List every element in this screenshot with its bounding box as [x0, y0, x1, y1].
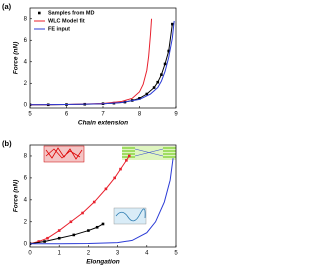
- data-point: [57, 229, 61, 232]
- data-point: [156, 80, 160, 84]
- y-tick-label: 4: [24, 197, 28, 203]
- y-axis-label: Force (nN): [13, 180, 20, 213]
- plot-area: [30, 18, 175, 107]
- data-point: [127, 154, 131, 158]
- data-point: [92, 200, 96, 204]
- legend-label: Samples from MD: [48, 10, 94, 16]
- y-tick-label: 6: [24, 38, 28, 44]
- data-point: [101, 222, 105, 226]
- data-point: [104, 187, 108, 191]
- data-point: [46, 236, 49, 240]
- data-point: [81, 211, 84, 215]
- y-tick-label: 0: [24, 102, 28, 108]
- data-point: [57, 236, 61, 240]
- x-tick-label: 8: [138, 112, 142, 118]
- data-point: [37, 240, 41, 243]
- y-tick-label: 8: [24, 16, 28, 22]
- x-tick-label: 7: [101, 112, 105, 118]
- series-line: [30, 158, 174, 245]
- data-point: [95, 225, 99, 229]
- y-axis-label: Force (nN): [13, 42, 20, 75]
- x-tick-label: 3: [116, 251, 120, 257]
- x-tick-label: 6: [65, 112, 69, 118]
- y-tick-label: 8: [24, 154, 28, 160]
- legend-label: FE input: [48, 26, 70, 32]
- plot-frame: [29, 144, 177, 248]
- legend-marker: [38, 11, 41, 15]
- page: {"chart_data": [ {"type": "line", "label…: [2, 1, 179, 266]
- data-point: [69, 220, 73, 224]
- x-axis-label: Chain extension: [78, 120, 128, 127]
- x-tick-label: 4: [145, 251, 149, 257]
- data-point: [125, 159, 128, 162]
- data-point: [138, 97, 141, 100]
- y-tick-label: 2: [24, 219, 28, 225]
- inset-red-network: [43, 145, 85, 163]
- x-tick-label: 1: [58, 251, 62, 257]
- data-point: [113, 176, 116, 180]
- data-point: [145, 92, 149, 96]
- figure: 5 6 7 8 9 0 2 4 6 8 Chain extension Force (nN) (a) Sa…: [2, 2, 178, 266]
- series-line: [30, 20, 175, 106]
- data-point: [87, 229, 90, 232]
- data-point: [152, 86, 156, 89]
- x-tick-label: 5: [28, 112, 32, 118]
- data-point: [163, 62, 167, 66]
- data-point: [43, 240, 46, 243]
- data-point: [72, 233, 76, 237]
- x-tick-label: 9: [174, 112, 178, 118]
- panel-label: (a): [2, 2, 12, 11]
- y-tick-label: 0: [24, 241, 28, 247]
- x-tick-label: 5: [174, 251, 178, 257]
- data-point: [167, 49, 170, 53]
- panel-label: (b): [2, 139, 12, 148]
- y-tick-label: 6: [24, 175, 28, 181]
- x-tick-label: 2: [87, 251, 91, 257]
- data-point: [160, 73, 163, 76]
- inset-blue-structure: [113, 207, 147, 225]
- y-tick-label: 4: [24, 59, 28, 65]
- series-line: [30, 155, 130, 245]
- x-axis-label: Elongation: [86, 259, 120, 266]
- legend-label: WLC Model fit: [48, 18, 85, 24]
- data-point: [119, 167, 122, 171]
- y-tick-label: 2: [24, 81, 28, 87]
- data-point: [171, 22, 174, 26]
- plot-area: [30, 154, 174, 246]
- inset-green-layers: [122, 146, 176, 160]
- series-line: [30, 24, 173, 106]
- plot-frame: [29, 7, 177, 109]
- x-tick-label: 0: [28, 251, 32, 257]
